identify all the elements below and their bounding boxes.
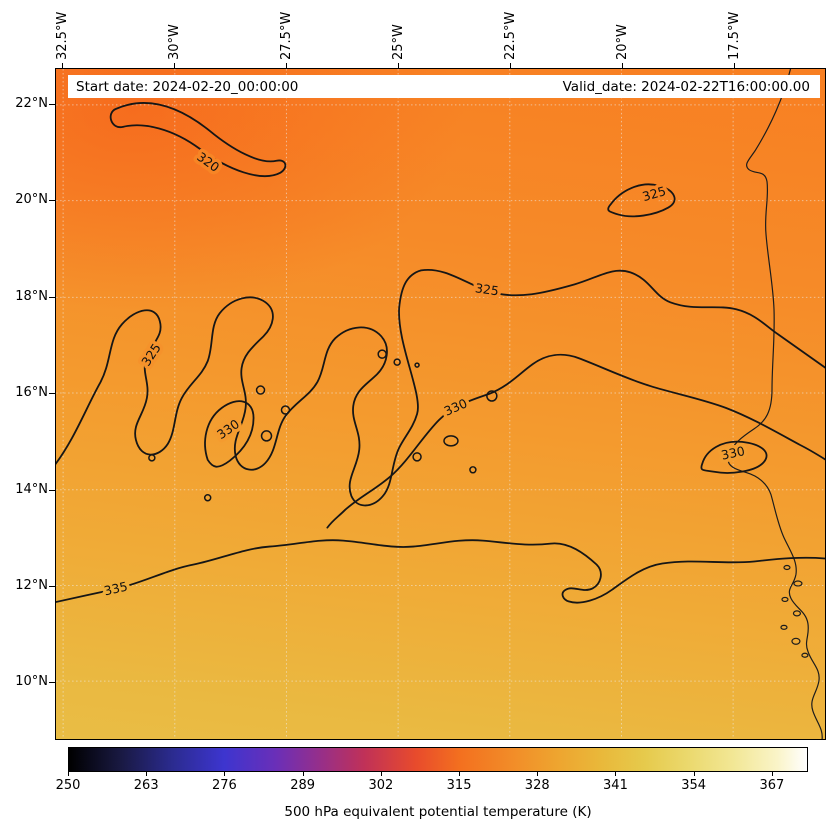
colorbar-tick [380,772,382,776]
colorbar-tick-label: 263 [133,778,159,793]
lon-tick-label: 17.5°W [727,11,742,60]
colorbar-tick [459,772,461,776]
contour-label-335: 335 [102,578,129,598]
map-canvas: 320 325 325 325 330 330 330 335 [56,69,825,739]
lat-tick-label: 12°N [15,578,48,593]
colorbar-tick-label: 276 [212,778,237,793]
colorbar-tick [146,772,148,776]
date-header: Start date: 2024-02-20_00:00:00 Valid_da… [68,75,820,98]
contour-label-330-left: 330 [214,416,242,442]
lon-tick-label: 20°W [615,24,630,60]
colorbar-tick [68,772,69,776]
contour-335 [56,539,825,604]
contour-label-325-left: 325 [138,341,164,369]
colorbar-tick-label: 289 [290,778,316,793]
contour-320 [109,102,287,177]
lat-tick [49,200,55,201]
lon-tick [62,63,63,68]
colorbar-tick-label: 315 [446,778,472,793]
contour-islets [148,349,498,502]
lat-tick [49,586,55,587]
lon-tick [622,63,623,68]
lon-tick-label: 22.5°W [503,11,518,60]
lon-tick [398,63,399,68]
colorbar [68,747,808,772]
lat-tick-label: 14°N [15,482,48,497]
contour-label-325-mid: 325 [474,280,500,298]
lon-tick [174,63,175,68]
lat-tick-label: 22°N [15,96,48,111]
gridlines [56,69,825,739]
start-date-text: Start date: 2024-02-20_00:00:00 [76,78,299,95]
colorbar-tick [224,772,226,776]
colorbar-ticks: 250 263 276 289 302 315 328 341 354 367 [56,772,808,794]
lat-tick [49,490,55,491]
lat-tick [49,682,55,683]
colorbar-tick [537,772,539,776]
lat-tick [49,297,55,298]
contour-325-main [56,268,825,507]
lat-tick-label: 16°N [15,385,48,400]
coastline [727,69,823,739]
contour-330-loop-left [204,400,255,468]
lon-tick-label: 27.5°W [279,11,294,60]
lat-tick [49,104,55,105]
colorbar-label: 500 hPa equivalent potential temperature… [284,804,592,820]
colorbar-tick-label: 328 [524,778,550,793]
lat-tick-label: 20°N [15,192,48,207]
colorbar-tick [615,772,617,776]
lon-tick-label: 32.5°W [55,11,70,60]
contour-lines [56,102,825,604]
colorbar-tick-label: 354 [681,778,707,793]
colorbar-tick [302,772,304,776]
lon-tick [734,63,735,68]
colorbar-tick-label: 341 [603,778,628,793]
lon-tick [286,63,287,68]
contour-330-loop-right [700,440,768,474]
contour-labels: 320 325 325 325 330 330 330 335 [99,145,750,601]
contour-label-330-mid: 330 [442,395,470,418]
contour-325-loop [607,183,676,218]
contour-330-main [326,353,825,529]
lon-tick-label: 30°W [167,24,182,60]
lat-tick-label: 18°N [15,289,48,304]
lat-tick-label: 10°N [15,674,48,689]
lon-tick-label: 25°W [391,24,406,60]
lat-tick [49,393,55,394]
lon-tick [510,63,511,68]
colorbar-tick-label: 367 [759,778,785,793]
colorbar-tick-label: 250 [55,778,81,793]
map-plot-area: 320 325 325 325 330 330 330 335 Start da… [55,68,826,740]
colorbar-tick [771,772,773,776]
contour-label-330-right: 330 [720,443,746,463]
colorbar-tick-label: 302 [368,778,394,793]
colorbar-tick [693,772,695,776]
valid-date-text: Valid_date: 2024-02-22T16:00:00.00 [562,78,810,95]
contour-label-320: 320 [194,149,222,175]
